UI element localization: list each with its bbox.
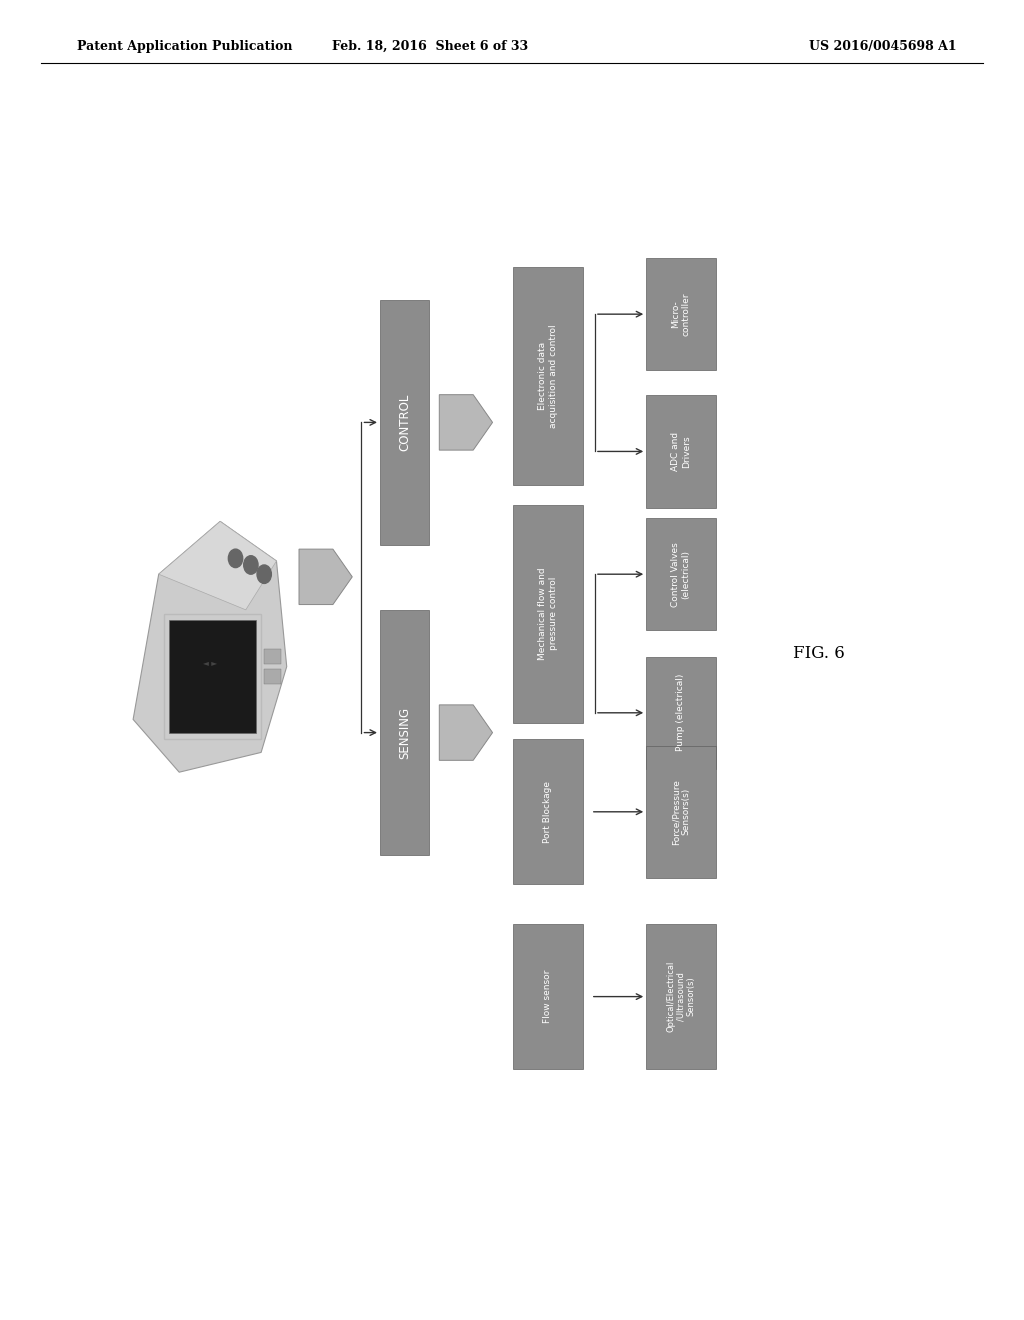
Text: Flow sensor: Flow sensor: [544, 970, 552, 1023]
Text: CONTROL: CONTROL: [398, 393, 411, 451]
Text: Mechanical flow and
pressure control: Mechanical flow and pressure control: [539, 568, 557, 660]
FancyBboxPatch shape: [513, 739, 583, 884]
Text: Pump (electrical): Pump (electrical): [677, 675, 685, 751]
FancyBboxPatch shape: [513, 504, 583, 722]
Text: SENSING: SENSING: [398, 706, 411, 759]
FancyBboxPatch shape: [513, 267, 583, 486]
FancyBboxPatch shape: [646, 519, 716, 631]
Text: Force/Pressure
Sensors(s): Force/Pressure Sensors(s): [672, 779, 690, 845]
Circle shape: [244, 556, 258, 574]
FancyBboxPatch shape: [513, 924, 583, 1069]
Text: Electronic data
acquisition and control: Electronic data acquisition and control: [539, 325, 557, 428]
Text: ADC and
Drivers: ADC and Drivers: [672, 432, 690, 471]
Text: Micro-
controller: Micro- controller: [672, 293, 690, 335]
FancyBboxPatch shape: [380, 301, 429, 544]
Polygon shape: [133, 521, 287, 772]
Circle shape: [228, 549, 243, 568]
FancyBboxPatch shape: [646, 746, 716, 878]
Text: ◄ ►: ◄ ►: [203, 660, 217, 668]
FancyBboxPatch shape: [646, 924, 716, 1069]
Polygon shape: [439, 705, 493, 760]
FancyBboxPatch shape: [646, 396, 716, 507]
Polygon shape: [159, 521, 276, 610]
Polygon shape: [299, 549, 352, 605]
Text: US 2016/0045698 A1: US 2016/0045698 A1: [809, 40, 956, 53]
Circle shape: [257, 565, 271, 583]
Text: Optical/Electrical
/Ultrasound
Sensor(s): Optical/Electrical /Ultrasound Sensor(s): [666, 961, 696, 1032]
FancyBboxPatch shape: [264, 649, 281, 664]
Text: Port Blockage: Port Blockage: [544, 781, 552, 842]
Text: Feb. 18, 2016  Sheet 6 of 33: Feb. 18, 2016 Sheet 6 of 33: [332, 40, 528, 53]
FancyBboxPatch shape: [264, 669, 281, 684]
Text: Patent Application Publication: Patent Application Publication: [77, 40, 292, 53]
FancyBboxPatch shape: [169, 620, 256, 733]
Polygon shape: [439, 395, 493, 450]
FancyBboxPatch shape: [380, 610, 429, 855]
Text: FIG. 6: FIG. 6: [794, 645, 845, 661]
Text: Control Valves
(electrical): Control Valves (electrical): [672, 541, 690, 607]
FancyBboxPatch shape: [646, 656, 716, 768]
FancyBboxPatch shape: [646, 259, 716, 370]
